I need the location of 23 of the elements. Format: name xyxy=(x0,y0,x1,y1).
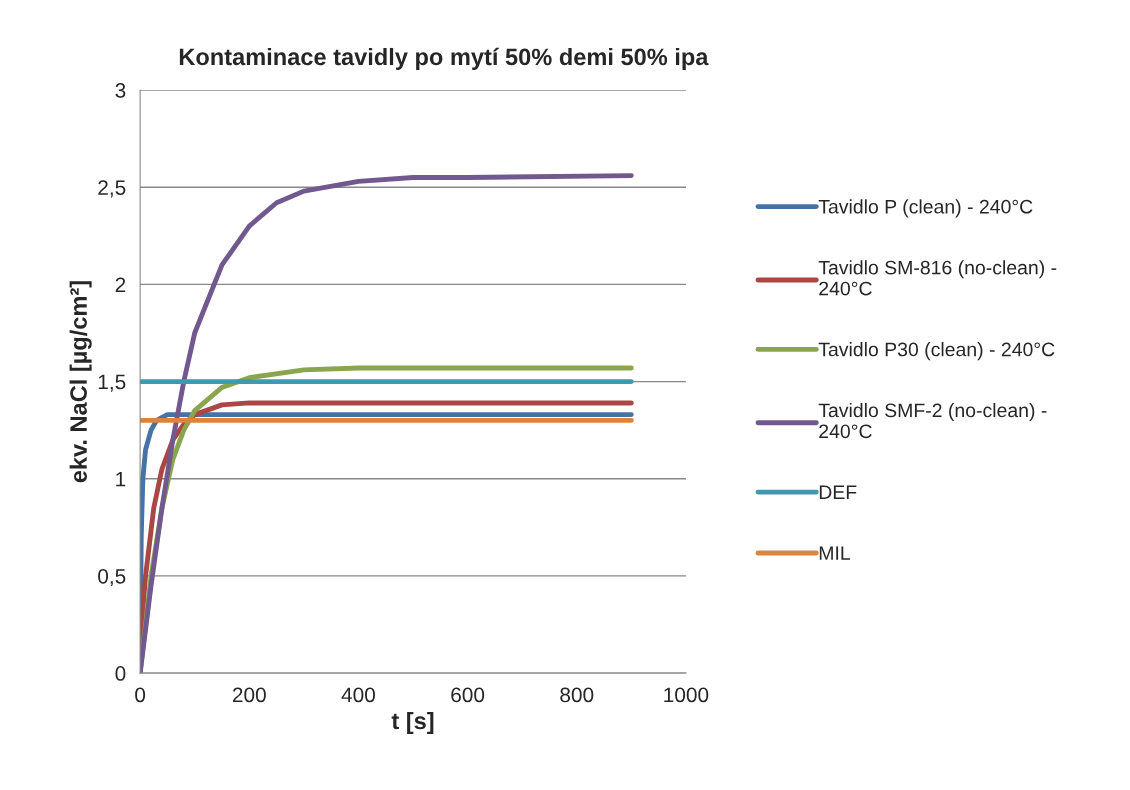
y-tick-label: 2 xyxy=(115,277,126,292)
y-tick-label: 3 xyxy=(115,83,126,98)
x-tick-label: 1000 xyxy=(664,687,709,703)
y-tick-label: 0 xyxy=(115,666,126,681)
legend-label: DEF xyxy=(819,485,857,499)
y-tick-label: 1 xyxy=(116,471,126,487)
x-axis-title: t [s] xyxy=(391,711,434,734)
x-tick-label: 600 xyxy=(451,687,485,703)
y-tick-label: 1,5 xyxy=(98,374,126,392)
x-tick-label: 800 xyxy=(560,687,594,703)
legend-label: Tavidlo SM-816 (no-clean) - 240°C xyxy=(818,260,1057,296)
legend-label: Tavidlo SMF-2 (no-clean) - 240°C xyxy=(818,402,1047,439)
x-tick-label: 200 xyxy=(232,687,266,703)
y-tick-label: 0,5 xyxy=(98,568,126,587)
legend-label: Tavidlo P (clean) - 240°C xyxy=(818,199,1033,218)
y-axis-title: ekv. NaCl [µg/cm²] xyxy=(69,281,92,483)
legend-label: MIL xyxy=(819,546,851,560)
line-series xyxy=(140,173,634,674)
legend-label: Tavidlo P30 (clean) - 240°C xyxy=(818,342,1055,361)
chart-title: Kontaminace tavidly po mytí 50% demi 50% ipa xyxy=(179,47,709,70)
y-tick-label: 2,5 xyxy=(98,180,126,198)
x-tick-label: 0 xyxy=(135,687,146,703)
x-tick-label: 400 xyxy=(341,687,375,703)
